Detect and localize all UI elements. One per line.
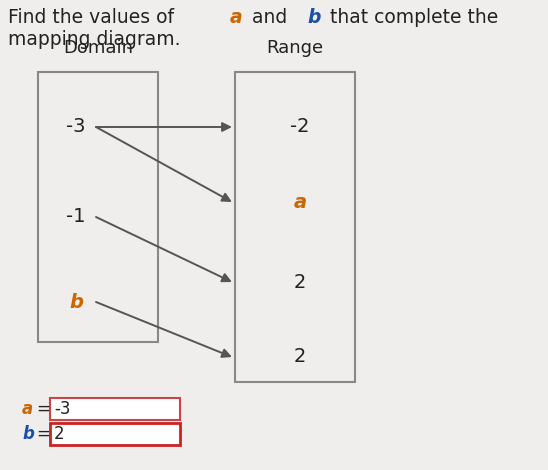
Text: Range: Range: [266, 39, 323, 57]
Text: a: a: [293, 193, 306, 212]
Text: b: b: [69, 292, 83, 312]
Text: Find the values of: Find the values of: [8, 8, 180, 27]
Text: 2: 2: [294, 273, 306, 291]
Text: 2: 2: [294, 347, 306, 367]
Bar: [50, 423, 180, 445]
Text: Domain: Domain: [63, 39, 133, 57]
Text: b: b: [307, 8, 321, 27]
Bar: [50, 398, 180, 420]
Text: -3: -3: [54, 400, 71, 418]
Text: mapping diagram.: mapping diagram.: [8, 30, 180, 49]
Text: that complete the: that complete the: [324, 8, 499, 27]
Text: b: b: [22, 425, 34, 443]
Text: -2: -2: [290, 118, 310, 136]
Text: a: a: [22, 400, 33, 418]
Text: =: =: [36, 425, 50, 443]
Text: =: =: [36, 400, 50, 418]
Text: a: a: [230, 8, 243, 27]
Text: -3: -3: [66, 118, 85, 136]
Text: and: and: [246, 8, 294, 27]
Text: -1: -1: [66, 207, 85, 227]
Text: 2: 2: [54, 425, 65, 443]
